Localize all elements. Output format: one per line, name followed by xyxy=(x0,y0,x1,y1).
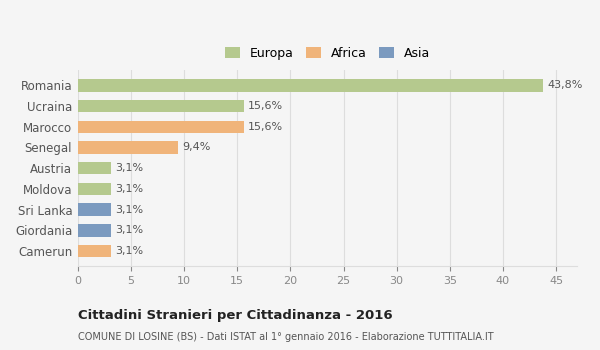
Bar xyxy=(78,203,111,216)
Text: COMUNE DI LOSINE (BS) - Dati ISTAT al 1° gennaio 2016 - Elaborazione TUTTITALIA.: COMUNE DI LOSINE (BS) - Dati ISTAT al 1°… xyxy=(78,331,494,342)
Bar xyxy=(78,224,111,237)
Text: 3,1%: 3,1% xyxy=(115,246,143,256)
Text: 9,4%: 9,4% xyxy=(182,142,211,153)
Text: 15,6%: 15,6% xyxy=(248,101,283,111)
Bar xyxy=(78,162,111,174)
Bar xyxy=(78,245,111,257)
Legend: Europa, Africa, Asia: Europa, Africa, Asia xyxy=(224,47,431,60)
Bar xyxy=(78,120,244,133)
Text: 43,8%: 43,8% xyxy=(548,80,583,90)
Bar xyxy=(78,79,544,92)
Text: 15,6%: 15,6% xyxy=(248,122,283,132)
Text: 3,1%: 3,1% xyxy=(115,163,143,173)
Bar xyxy=(78,100,244,112)
Text: 3,1%: 3,1% xyxy=(115,205,143,215)
Bar xyxy=(78,183,111,195)
Text: 3,1%: 3,1% xyxy=(115,225,143,236)
Text: Cittadini Stranieri per Cittadinanza - 2016: Cittadini Stranieri per Cittadinanza - 2… xyxy=(78,308,392,322)
Text: 3,1%: 3,1% xyxy=(115,184,143,194)
Bar xyxy=(78,141,178,154)
